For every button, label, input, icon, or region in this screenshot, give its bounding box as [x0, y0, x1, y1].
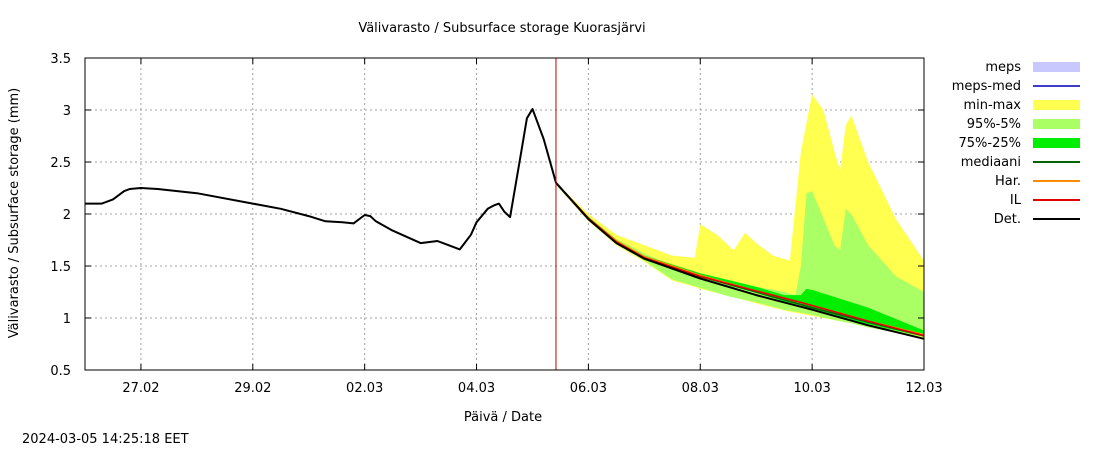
chart-title: Välivarasto / Subsurface storage Kuorasj…: [358, 21, 645, 36]
legend-swatch-minmax: [1033, 100, 1080, 110]
y-tick-label: 2.5: [50, 156, 71, 171]
x-tick-label: 02.03: [346, 381, 383, 396]
legend-label-har: Har.: [995, 174, 1021, 189]
legend-label-p95_5: 95%-5%: [967, 117, 1021, 132]
legend: meps meps-med min-max 95%-5% 75%-25% mediaani…: [952, 60, 1080, 227]
series-line-det: [85, 108, 925, 340]
y-tick-label: 1: [63, 312, 71, 327]
x-tick-label: 06.03: [570, 381, 607, 396]
legend-label-det: Det.: [994, 212, 1021, 227]
x-tick-label: 08.03: [682, 381, 719, 396]
legend-swatch-meps: [1033, 62, 1080, 72]
legend-label-meps_med: meps-med: [952, 79, 1021, 94]
y-tick-label: 2: [63, 208, 71, 223]
legend-label-meps: meps: [985, 60, 1021, 75]
x-tick-label: 27.02: [122, 381, 159, 396]
y-tick-label: 3.5: [50, 52, 71, 67]
x-axis-label: Päivä / Date: [464, 410, 542, 425]
series-lines: [85, 108, 925, 340]
x-tick-label: 29.02: [234, 381, 271, 396]
band-p75_25: [556, 182, 924, 337]
x-tick-label: 04.03: [458, 381, 495, 396]
uncertainty-bands: [556, 94, 924, 338]
x-tick-label: 12.03: [905, 381, 942, 396]
legend-swatch-p95_5: [1033, 119, 1080, 129]
y-tick-label: 0.5: [50, 364, 71, 379]
y-tick-label: 1.5: [50, 260, 71, 275]
x-tick-label: 10.03: [794, 381, 831, 396]
legend-label-mediaani: mediaani: [961, 155, 1021, 170]
legend-swatch-p75_25: [1033, 138, 1080, 148]
axis-ticks: 27.02 29.02 02.03 04.03 06.03 08.03 10.03 12.03…: [50, 52, 942, 396]
y-axis-label: Välivarasto / Subsurface storage (mm): [7, 88, 22, 338]
timestamp: 2024-03-05 14:25:18 EET: [22, 432, 189, 447]
legend-label-minmax: min-max: [963, 98, 1021, 113]
legend-label-p75_25: 75%-25%: [959, 136, 1021, 151]
y-tick-label: 3: [63, 104, 71, 119]
legend-label-il: IL: [1010, 193, 1022, 208]
